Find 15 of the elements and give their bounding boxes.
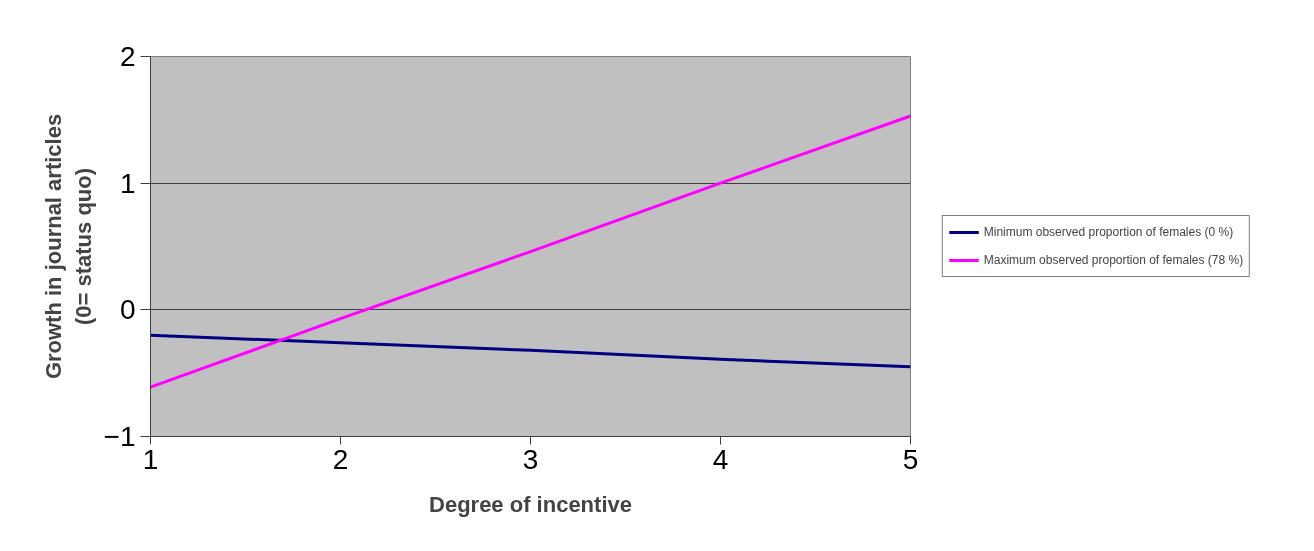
line-series bbox=[150, 333, 911, 369]
x-tick-label: 4 bbox=[712, 443, 729, 475]
x-tick-label: 3 bbox=[522, 443, 539, 475]
y-tick-label: −1 bbox=[103, 421, 136, 452]
legend-label: Minimum observed proportion of females (0 %) bbox=[983, 225, 1234, 239]
y-tick-label: 2 bbox=[119, 41, 136, 72]
y-axis-title: Growth in journal articles (0= status quo) bbox=[40, 113, 96, 380]
y-tick-label: 1 bbox=[119, 167, 136, 199]
line-series bbox=[150, 114, 911, 389]
x-tick-label: 2 bbox=[332, 443, 349, 475]
x-axis-title: Degree of incentive bbox=[429, 491, 632, 517]
legend-label: Maximum observed proportion of females (78 %) bbox=[983, 253, 1244, 267]
x-tick-label: 5 bbox=[902, 443, 919, 475]
x-tick-label: 1 bbox=[142, 443, 159, 475]
y-tick-label: 0 bbox=[119, 294, 136, 326]
